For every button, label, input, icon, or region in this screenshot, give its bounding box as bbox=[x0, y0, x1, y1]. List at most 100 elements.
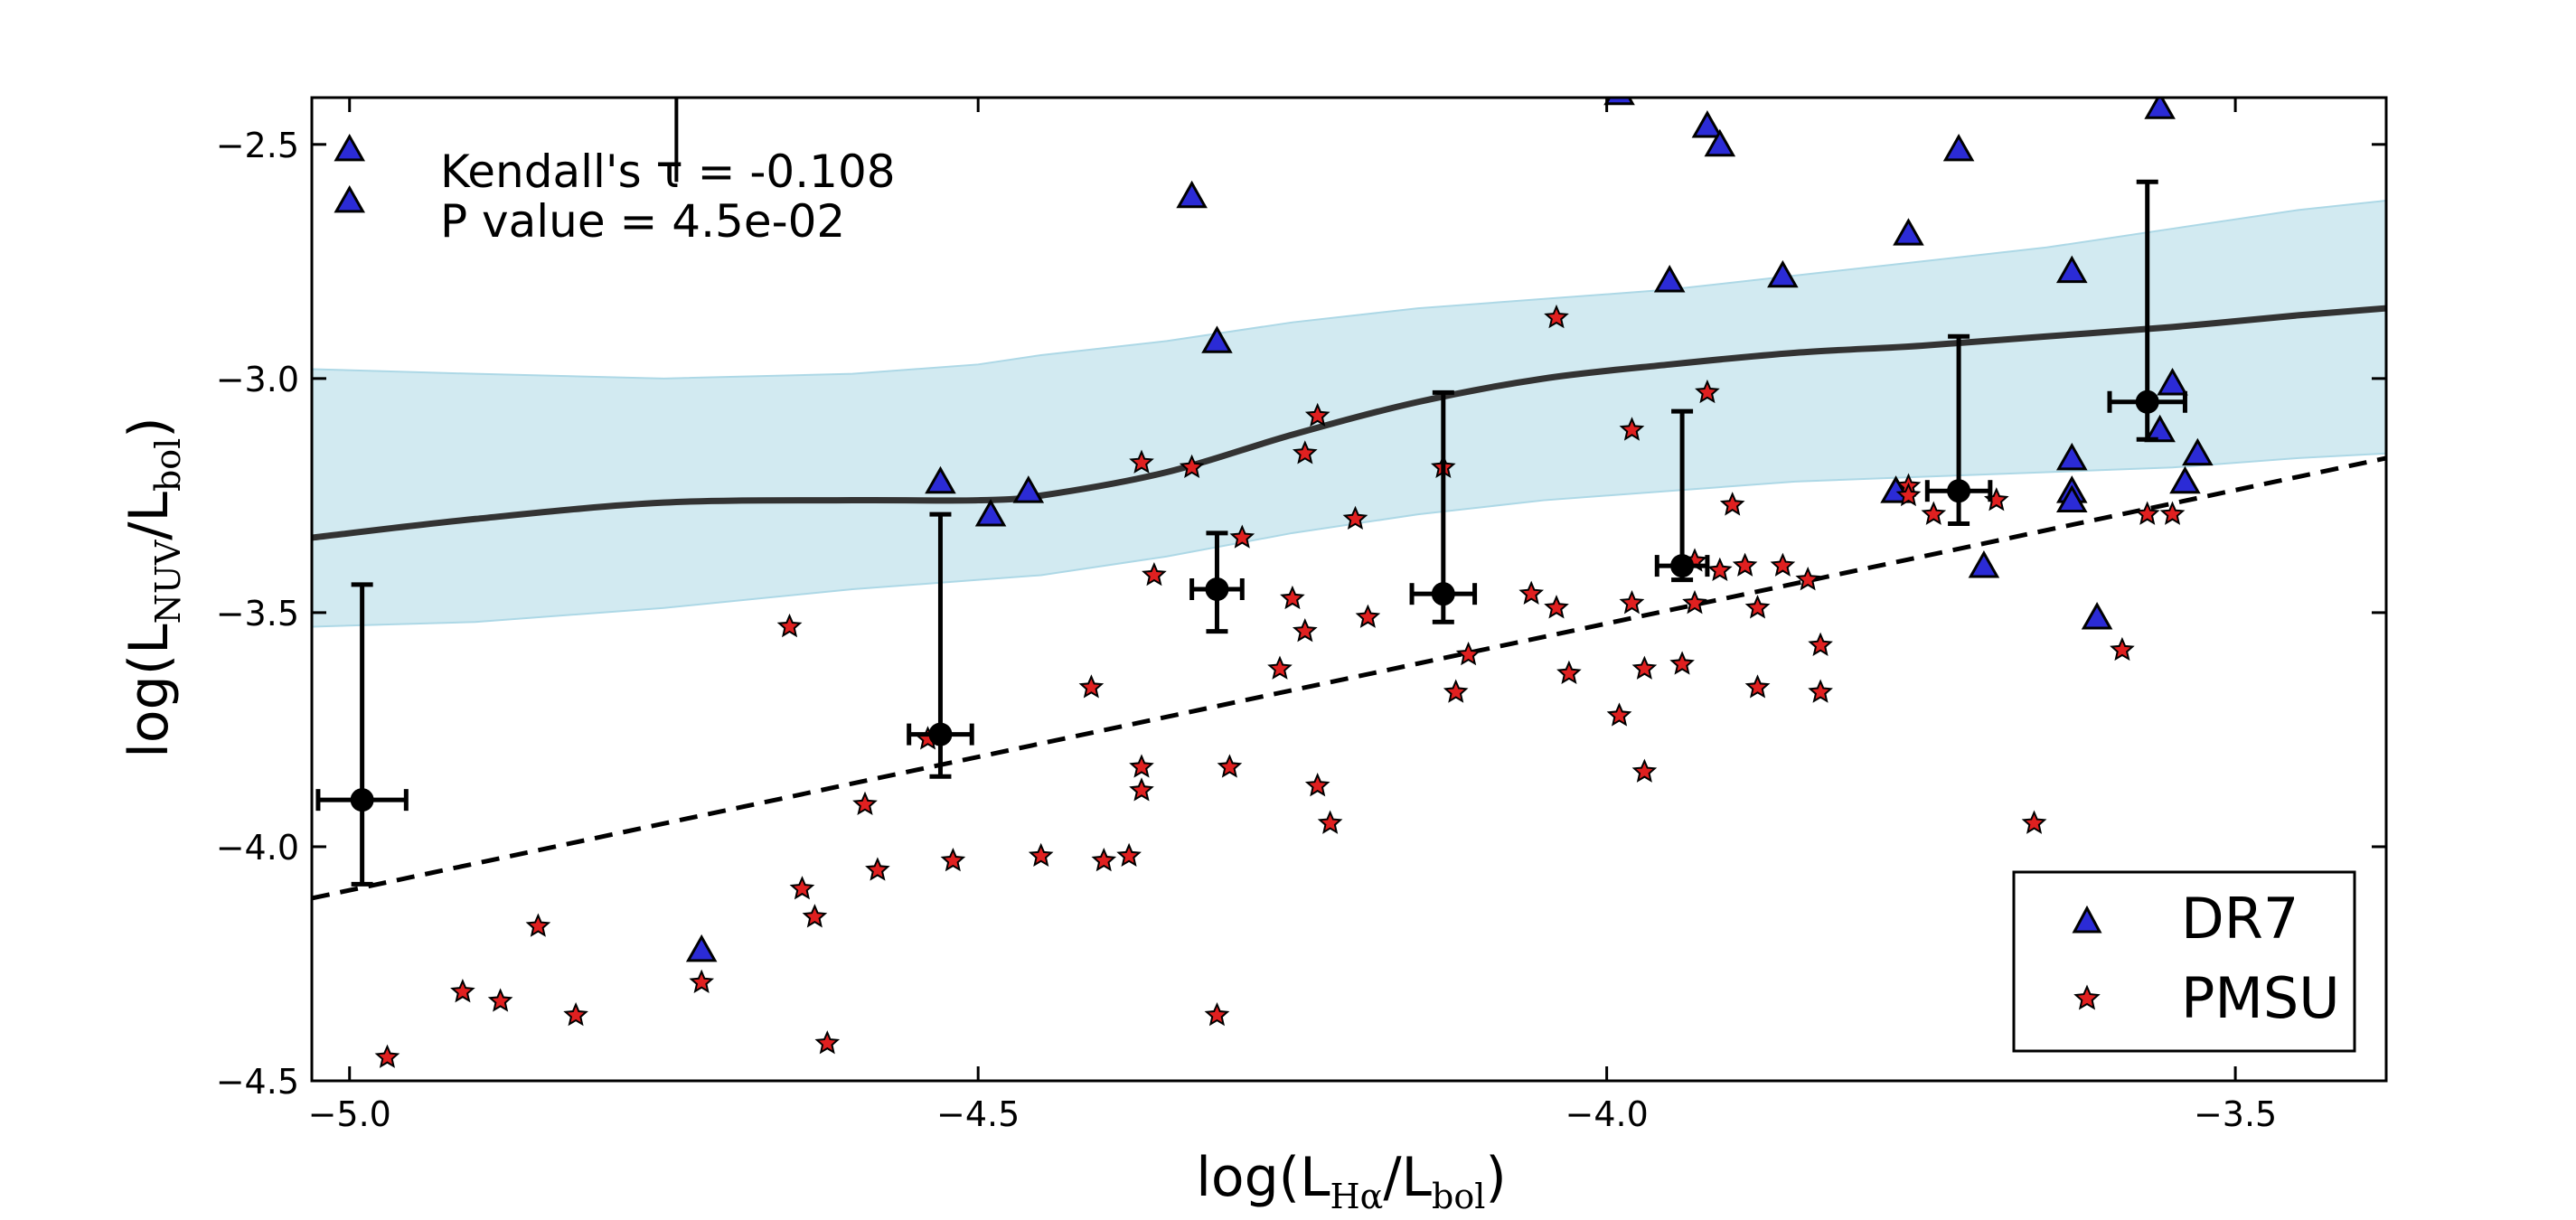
pmsu-point bbox=[1682, 589, 1707, 615]
y-tick-label: −2.5 bbox=[216, 126, 299, 165]
pmsu-point bbox=[1695, 379, 1720, 404]
dr7-point bbox=[334, 184, 366, 213]
dr7-point bbox=[2157, 367, 2188, 396]
pmsu-point bbox=[525, 913, 551, 937]
dr7-point bbox=[1603, 98, 1635, 106]
y-tick-label: −3.5 bbox=[216, 594, 299, 633]
pmsu-point bbox=[776, 613, 803, 638]
pmsu-point bbox=[1342, 505, 1368, 530]
pmsu-point bbox=[1455, 641, 1481, 666]
binned-mean bbox=[1654, 408, 1710, 583]
x-tick-label: −4.5 bbox=[936, 1094, 1020, 1134]
kendall-tau-text: Kendall's τ = -0.108 bbox=[440, 145, 896, 198]
x-tick-label: −4.0 bbox=[1565, 1094, 1648, 1134]
plot-area bbox=[312, 98, 2386, 1068]
pmsu-point bbox=[2159, 501, 2186, 525]
dr7-point bbox=[1691, 110, 1724, 138]
pmsu-point bbox=[1179, 454, 1205, 479]
legend: DR7 PMSU bbox=[2012, 870, 2356, 1053]
dr7-point bbox=[1893, 218, 1924, 246]
dashed-relation-line bbox=[312, 455, 2386, 901]
pmsu-point bbox=[940, 847, 966, 872]
pmsu-point bbox=[1895, 482, 1922, 507]
dr7-point bbox=[685, 934, 718, 962]
pmsu-point bbox=[1280, 585, 1305, 610]
pmsu-point bbox=[450, 979, 475, 1003]
pmsu-point bbox=[1078, 674, 1105, 699]
pmsu-point bbox=[1217, 754, 1243, 778]
pmsu-point bbox=[1518, 580, 1545, 605]
pmsu-point bbox=[1292, 440, 1318, 465]
plot-frame bbox=[310, 96, 2388, 1083]
pmsu-point bbox=[1619, 589, 1645, 615]
pmsu-point bbox=[852, 791, 878, 816]
legend-dr7-marker bbox=[2072, 905, 2102, 934]
dr7-point bbox=[925, 465, 956, 494]
pmsu-point bbox=[1304, 773, 1330, 797]
pmsu-point bbox=[2110, 636, 2135, 662]
pmsu-point bbox=[1028, 842, 1054, 868]
dr7-point bbox=[1968, 550, 2000, 578]
legend-dr7-label: DR7 bbox=[2181, 886, 2299, 952]
confidence-band bbox=[312, 199, 2386, 628]
pmsu-point bbox=[1544, 304, 1569, 329]
dr7-point bbox=[1704, 128, 1736, 157]
pmsu-point bbox=[1129, 754, 1154, 778]
x-tick-label: −5.0 bbox=[308, 1094, 391, 1134]
dr7-point bbox=[2055, 255, 2088, 284]
pmsu-point bbox=[1744, 595, 1771, 619]
pmsu-point bbox=[1706, 557, 1733, 582]
pmsu-point bbox=[865, 857, 890, 881]
pmsu-point bbox=[689, 969, 715, 993]
pmsu-point bbox=[1142, 561, 1167, 587]
x-axis-title: log(LHα/Lbol) bbox=[1196, 1146, 1507, 1216]
pmsu-point bbox=[1267, 655, 1293, 680]
dr7-point bbox=[1012, 475, 1045, 503]
pmsu-point bbox=[1719, 492, 1745, 516]
pmsu-point bbox=[1116, 842, 1142, 868]
pmsu-point bbox=[1091, 847, 1117, 872]
pmsu-point bbox=[563, 1001, 588, 1027]
pmsu-point bbox=[1304, 402, 1330, 427]
pmsu-point bbox=[1443, 679, 1469, 703]
annotation: Kendall's τ = -0.108 P value = 4.5e-02 bbox=[440, 145, 896, 248]
binned-mean bbox=[315, 582, 409, 887]
binned-mean bbox=[1924, 333, 1993, 526]
fit-curve bbox=[312, 305, 2386, 541]
y-tick-label: −4.5 bbox=[216, 1062, 299, 1102]
pmsu-point bbox=[1204, 1001, 1230, 1027]
pmsu-point bbox=[1292, 618, 1318, 643]
y-axis-title: log(LNUV/Lbol) bbox=[118, 417, 188, 757]
pmsu-point bbox=[1795, 567, 1821, 591]
pmsu-point bbox=[1129, 777, 1154, 802]
pmsu-point bbox=[1556, 660, 1582, 685]
x-axis-label: log(LHα/Lbol) bbox=[1196, 1146, 1507, 1216]
dr7-point bbox=[1201, 325, 1233, 353]
pmsu-point bbox=[1921, 501, 1947, 525]
pmsu-point bbox=[1317, 810, 1343, 834]
pmsu-point bbox=[2134, 501, 2160, 525]
dr7-point bbox=[1942, 133, 1975, 162]
dr7-point bbox=[2055, 484, 2088, 512]
mean-point bbox=[1205, 577, 1229, 601]
binned-mean bbox=[1409, 389, 1478, 624]
dr7-point bbox=[974, 499, 1007, 527]
mean-point bbox=[1947, 479, 1971, 503]
dr7-point bbox=[1767, 259, 1799, 288]
dr7-point bbox=[2144, 98, 2176, 119]
dr7-point bbox=[2169, 465, 2201, 494]
pmsu-point bbox=[814, 1030, 841, 1055]
p-value-text: P value = 4.5e-02 bbox=[440, 195, 845, 248]
dr7-point bbox=[2055, 442, 2088, 471]
mean-point bbox=[928, 722, 953, 746]
pmsu-point bbox=[1631, 758, 1658, 783]
pmsu-point bbox=[1544, 595, 1569, 619]
pmsu-point bbox=[789, 876, 815, 900]
dr7-point bbox=[2182, 437, 2214, 466]
pmsu-point bbox=[1770, 552, 1796, 577]
pmsu-point bbox=[1669, 651, 1695, 675]
dr7-point bbox=[2144, 414, 2176, 443]
dr7-point bbox=[334, 133, 366, 162]
binned-means bbox=[315, 179, 2187, 887]
